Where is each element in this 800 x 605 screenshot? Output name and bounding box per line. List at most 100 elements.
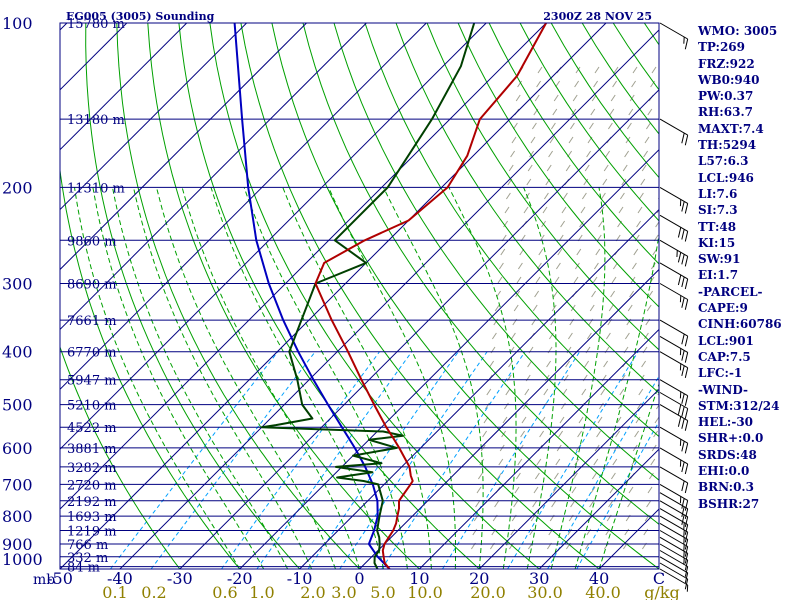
pressure-tick-label: 700 [2,475,33,494]
stability-index: RH:63.7 [698,104,798,120]
wind-barb [660,119,688,145]
hatch-mark [613,459,617,465]
stability-index: KI:15 [698,235,798,251]
stability-index: SI:7.3 [698,202,798,218]
wind-barb [660,448,688,474]
hatch-mark [597,431,601,437]
hatch-mark [644,151,648,157]
stability-index: WB0:940 [698,72,798,88]
mixing-ratio-label: 0.1 [102,583,127,600]
mixing-ratio-label: 10.0 [407,583,443,600]
hatch-mark [611,95,615,101]
hatch-mark [553,109,557,115]
hatch-mark [656,403,660,409]
stability-index: BSHR:27 [698,496,798,512]
pressure-tick-label: 1000 [2,550,43,569]
stability-index: BRN:0.3 [698,479,798,495]
hatch-mark [568,333,572,339]
hatch-mark [535,95,539,101]
pressure-tick-label: 200 [2,178,33,197]
hatch-mark [645,137,649,143]
hatch-mark [528,165,532,171]
pressure-tick-label: 500 [2,396,33,415]
mixing-ratio-label: 40.0 [585,583,621,600]
hatch-mark [592,291,596,297]
hatch-mark [477,487,481,493]
moist-adiabats [75,187,718,569]
mixing-ratio-label: 3.0 [331,583,356,600]
height-label: 4522 m [67,421,117,436]
hatch-mark [544,389,548,395]
hatch-mark [660,179,664,185]
hatch-mark [639,193,643,199]
mixing-ratio-label: 20.0 [470,583,506,600]
hatch-mark [556,459,560,465]
moist-adiabat [244,187,407,569]
stability-index: SHR+:0.0 [698,430,798,446]
isotherm [180,23,726,569]
hatch-mark [538,67,542,73]
hatch-mark [587,151,591,157]
hatch-mark [646,123,650,129]
hatch-mark [590,305,594,311]
hatch-mark [582,193,586,199]
hatch-mark [610,487,614,493]
chart-title: EG005 (3005) Sounding [66,10,215,23]
temperature-tick-label: -50 [47,569,73,588]
hatch-mark [559,431,563,437]
wind-barb [660,284,688,310]
hatch-mark [635,431,639,437]
hatch-mark [578,431,582,437]
stability-index: PW:0.37 [698,88,798,104]
height-label: 9860 m [67,234,117,249]
hatch-mark [521,431,525,437]
hatch-mark [651,459,655,465]
isobars [60,23,659,569]
height-label: 7661 m [67,314,117,329]
hatch-mark [511,151,515,157]
hatch-mark [627,123,631,129]
hatch-mark [594,459,598,465]
hatch-mark [613,263,617,269]
mixing-ratio-line [111,352,278,569]
hatch-mark [547,361,551,367]
isotherm [60,23,606,569]
height-label: 6770 m [67,346,117,361]
hatch-mark [499,263,503,269]
stability-index: LI:7.6 [698,186,798,202]
hatch-mark [611,291,615,297]
dry-adiabat [303,23,735,581]
hatch-mark [649,291,653,297]
hatch-mark [517,277,521,283]
mixing-ratio-line [548,352,674,569]
hatch-mark [552,501,556,507]
hatch-mark [511,333,515,339]
wind-barb [660,427,688,453]
wind-barb [660,467,688,493]
stability-index: HEL:-30 [698,414,798,430]
stability-index: SRDS:48 [698,447,798,463]
hatch-mark [620,389,624,395]
hatch-mark [587,529,591,535]
mixing-ratio-label: 0.2 [141,583,166,600]
hatch-mark [573,95,577,101]
hatch-mark [625,333,629,339]
hatch-mark [592,473,596,479]
hatch-mark [601,389,605,395]
hatch-mark [574,277,578,283]
hatch-mark [476,501,480,507]
hatch-mark [554,95,558,101]
hatch-mark [524,207,528,213]
stability-index: TT:48 [698,219,798,235]
hatch-mark [625,529,629,535]
hatch-mark [563,193,567,199]
hatch-mark [554,291,558,297]
hatch-mark [554,473,558,479]
hatch-mark [561,403,565,409]
stability-index: STM:312/24 [698,398,798,414]
hatch-mark [581,207,585,213]
hatch-mark [611,473,615,479]
height-label: 2192 m [67,495,117,510]
stability-index: TP:269 [698,39,798,55]
hatch-mark [544,193,548,199]
